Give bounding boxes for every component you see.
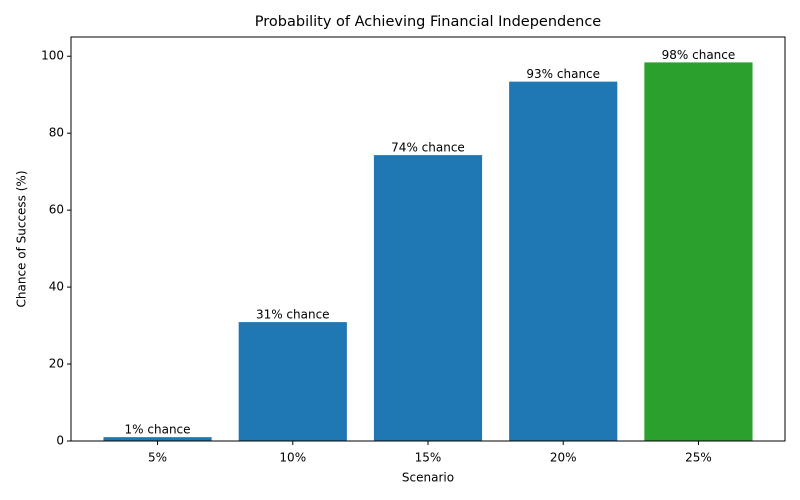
- bar: [103, 437, 212, 441]
- plot-frame: [70, 36, 786, 442]
- y-tick-label: 40: [49, 280, 64, 294]
- value-label: 31% chance: [256, 308, 330, 322]
- bar: [238, 322, 347, 441]
- x-axis-label: Scenario: [402, 471, 454, 485]
- x-tick-label: 10%: [279, 451, 306, 465]
- value-label: 98% chance: [662, 48, 736, 62]
- x-tick-label: 5%: [148, 451, 167, 465]
- y-tick-label: 20: [49, 357, 64, 371]
- bar: [373, 155, 483, 442]
- x-tick-label: 25%: [685, 451, 712, 465]
- value-label: 1% chance: [125, 423, 191, 437]
- value-label: 93% chance: [526, 67, 600, 81]
- chart-title: Probability of Achieving Financial Indep…: [255, 14, 602, 30]
- y-axis-label: Chance of Success (%): [15, 170, 29, 307]
- y-tick-label: 60: [49, 203, 64, 217]
- value-label: 74% chance: [391, 141, 465, 155]
- bar: [509, 81, 618, 441]
- y-tick-label: 100: [41, 49, 64, 63]
- y-tick-label: 80: [49, 126, 64, 140]
- x-tick-label: 20%: [550, 451, 577, 465]
- x-tick-label: 15%: [415, 451, 442, 465]
- bar: [644, 62, 753, 441]
- y-tick-label: 0: [56, 434, 64, 448]
